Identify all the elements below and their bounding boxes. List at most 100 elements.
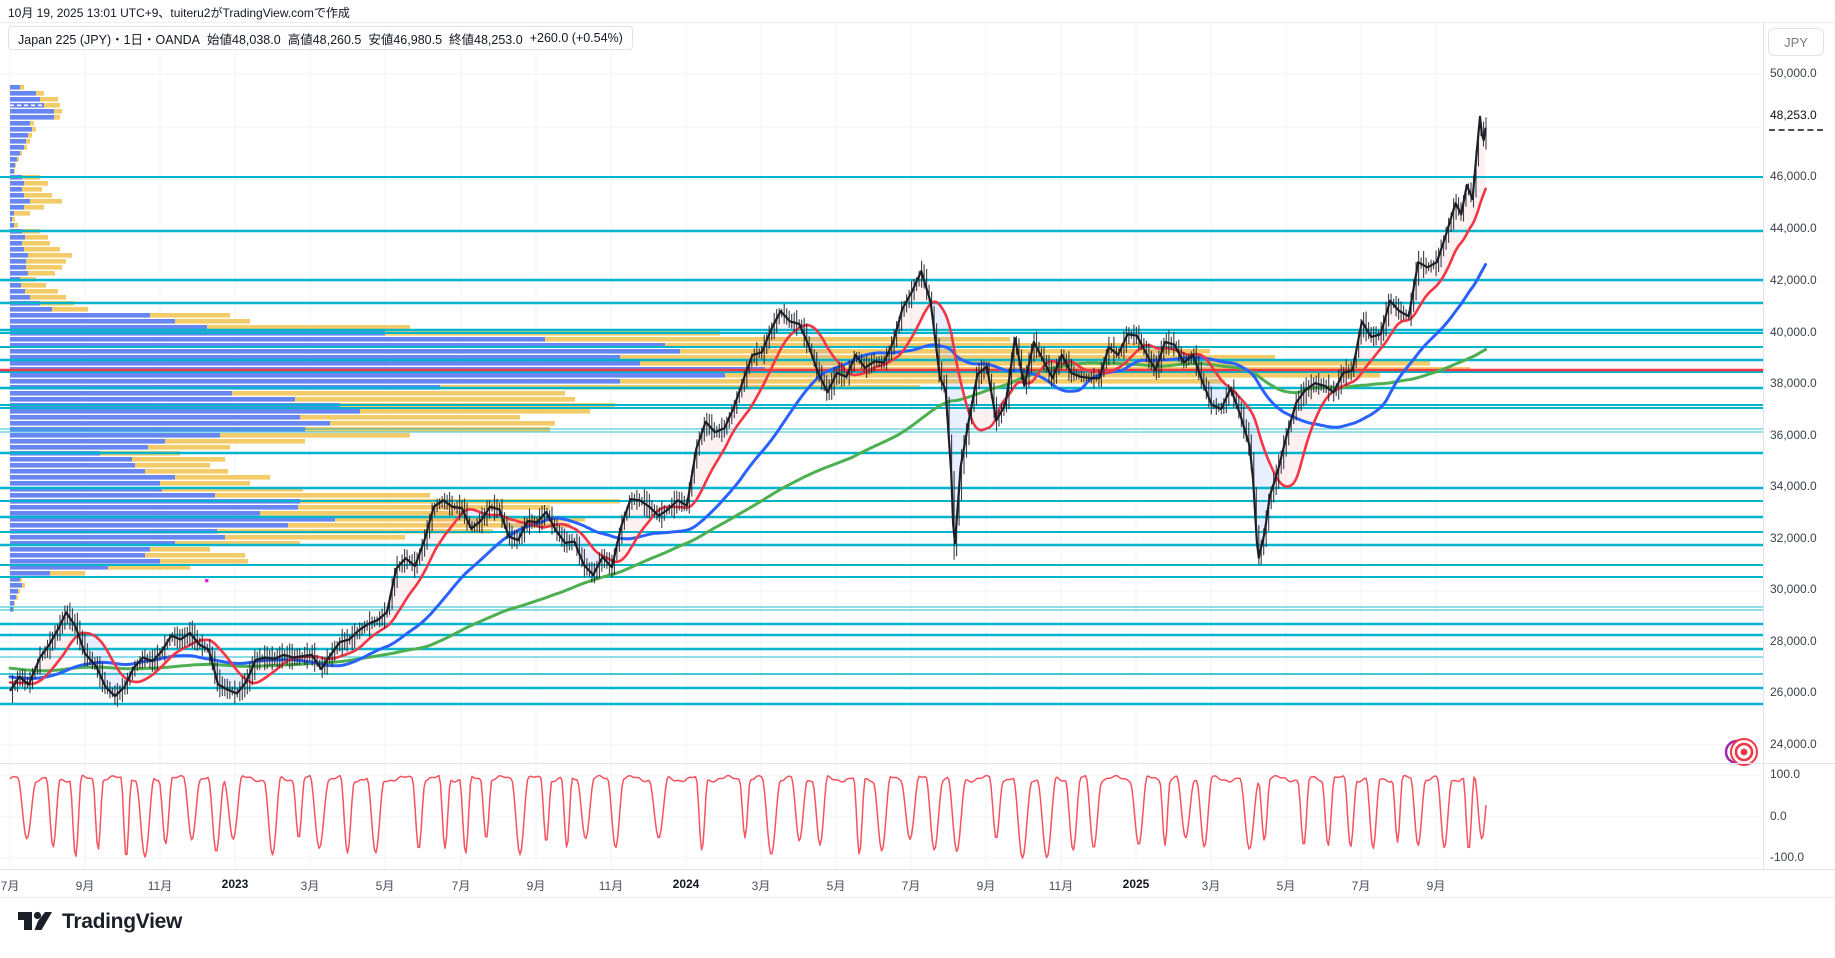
volume-profile-buy-bar: [10, 181, 24, 186]
volume-profile-sell-bar: [26, 259, 66, 264]
volume-profile-buy-bar: [10, 517, 335, 522]
price-axis-label: 38,000.0: [1770, 376, 1817, 390]
price-axis-label: 46,000.0: [1770, 169, 1817, 183]
time-axis-label: 5月: [1276, 879, 1296, 893]
time-axis-label: 3月: [1201, 879, 1221, 893]
volume-profile-sell-bar: [175, 319, 250, 324]
volume-profile-sell-bar: [160, 559, 248, 564]
volume-profile-buy-bar: [10, 325, 207, 330]
volume-profile-sell-bar: [28, 133, 32, 138]
volume-profile-sell-bar: [640, 361, 1430, 366]
volume-profile-buy-bar: [10, 121, 30, 126]
volume-profile-buy-bar: [10, 223, 14, 228]
volume-profile-sell-bar: [232, 391, 565, 396]
volume-profile-buy-bar: [10, 241, 22, 246]
volume-profile-buy-bar: [10, 169, 14, 174]
volume-profile-sell-bar: [20, 85, 24, 90]
volume-profile-buy-bar: [10, 289, 25, 294]
volume-profile-sell-bar: [135, 463, 210, 468]
volume-profile-sell-bar: [14, 223, 18, 228]
volume-profile-buy-bar: [10, 559, 160, 564]
volume-profile-sell-bar: [298, 505, 550, 510]
volume-profile-sell-bar: [260, 511, 465, 516]
volume-profile-buy-bar: [10, 337, 545, 342]
volume-profile-buy-bar: [10, 553, 145, 558]
volume-profile-buy-bar: [10, 247, 24, 252]
volume-profile-buy-bar: [10, 307, 52, 312]
volume-profile-sell-bar: [40, 97, 58, 102]
volume-profile-buy-bar: [10, 343, 665, 348]
volume-profile-buy-bar: [10, 235, 25, 240]
price-axis-label: 30,000.0: [1770, 582, 1817, 596]
volume-profile-sell-bar: [175, 541, 300, 546]
volume-profile-buy-bar: [10, 433, 220, 438]
volume-profile-sell-bar: [24, 193, 52, 198]
volume-profile-sell-bar: [54, 109, 62, 114]
volume-profile-sell-bar: [330, 421, 555, 426]
time-axis-label: 9月: [75, 879, 95, 893]
volume-profile-buy-bar: [10, 535, 225, 540]
current-price-label: 48,253.0: [1770, 108, 1819, 122]
volume-profile-buy-bar: [10, 163, 15, 168]
volume-profile-buy-bar: [10, 157, 17, 162]
volume-profile-buy-bar: [10, 583, 22, 588]
volume-profile-buy-bar: [10, 91, 36, 96]
volume-profile-buy-bar: [10, 139, 26, 144]
volume-profile-buy-bar: [10, 259, 26, 264]
volume-profile-sell-bar: [22, 241, 50, 246]
volume-profile-sell-bar: [26, 265, 62, 270]
tradingview-brand-text: TradingView: [62, 910, 183, 933]
time-axis-label: 2023: [221, 877, 249, 891]
volume-profile-sell-bar: [160, 481, 250, 486]
volume-profile-sell-bar: [165, 439, 305, 444]
volume-profile-buy-bar: [10, 487, 162, 492]
volume-profile-sell-bar: [14, 211, 30, 216]
volume-profile-buy-bar: [10, 319, 175, 324]
currency-toggle-button[interactable]: JPY: [1768, 28, 1824, 56]
pane-separator[interactable]: [0, 763, 1835, 764]
time-axis-label: 9月: [976, 879, 996, 893]
volume-profile-buy-bar: [10, 199, 30, 204]
time-axis-border: [0, 869, 1835, 870]
volume-profile-sell-bar: [24, 205, 44, 210]
volume-profile-sell-bar: [50, 571, 85, 576]
volume-profile-sell-bar: [22, 187, 42, 192]
volume-profile-buy-bar: [10, 391, 232, 396]
tradingview-brand[interactable]: TradingView: [16, 908, 182, 936]
volume-profile-sell-bar: [24, 181, 48, 186]
ohlc-high: 高値48,260.5: [287, 32, 362, 47]
volume-profile-sell-bar: [25, 289, 58, 294]
volume-profile-buy-bar: [10, 415, 300, 420]
price-axis-label: 50,000.0: [1770, 66, 1817, 80]
volume-profile-buy-bar: [10, 217, 12, 222]
volume-profile-buy-bar: [10, 211, 14, 216]
volume-profile-buy-bar: [10, 463, 135, 468]
symbol-title: Japan 225 (JPY)・1日・OANDA: [18, 32, 201, 47]
volume-profile-buy-bar: [10, 349, 680, 354]
volume-profile-buy-bar: [10, 205, 24, 210]
volume-profile-sell-bar: [14, 169, 15, 174]
time-axis-label: 2024: [672, 877, 700, 891]
time-axis-label: 11月: [1048, 879, 1074, 893]
volume-profile-buy-bar: [10, 589, 18, 594]
price-axis-label: 34,000.0: [1770, 479, 1817, 493]
time-axis-label: 7月: [0, 879, 20, 893]
ma-deviation-fill: [1277, 383, 1332, 487]
magenta-dot-marker: [205, 579, 209, 583]
volume-profile-sell-bar: [20, 577, 22, 582]
symbol-legend[interactable]: Japan 225 (JPY)・1日・OANDA 始値48,038.0 高値48…: [8, 26, 633, 50]
volume-profile-sell-bar: [225, 535, 405, 540]
price-axis-label: 28,000.0: [1770, 634, 1817, 648]
volume-profile-sell-bar: [44, 103, 60, 108]
price-axis-label: 36,000.0: [1770, 428, 1817, 442]
target-circle-mid: [1734, 742, 1754, 762]
volume-profile-buy-bar: [10, 577, 20, 582]
volume-profile-sell-bar: [26, 139, 30, 144]
price-axis-label: 40,000.0: [1770, 325, 1817, 339]
volume-profile-buy-bar: [10, 469, 145, 474]
volume-profile-sell-bar: [300, 415, 520, 420]
volume-profile-buy-bar: [10, 595, 16, 600]
price-close-line: [9, 115, 1487, 698]
price-axis-border: [1763, 22, 1764, 869]
